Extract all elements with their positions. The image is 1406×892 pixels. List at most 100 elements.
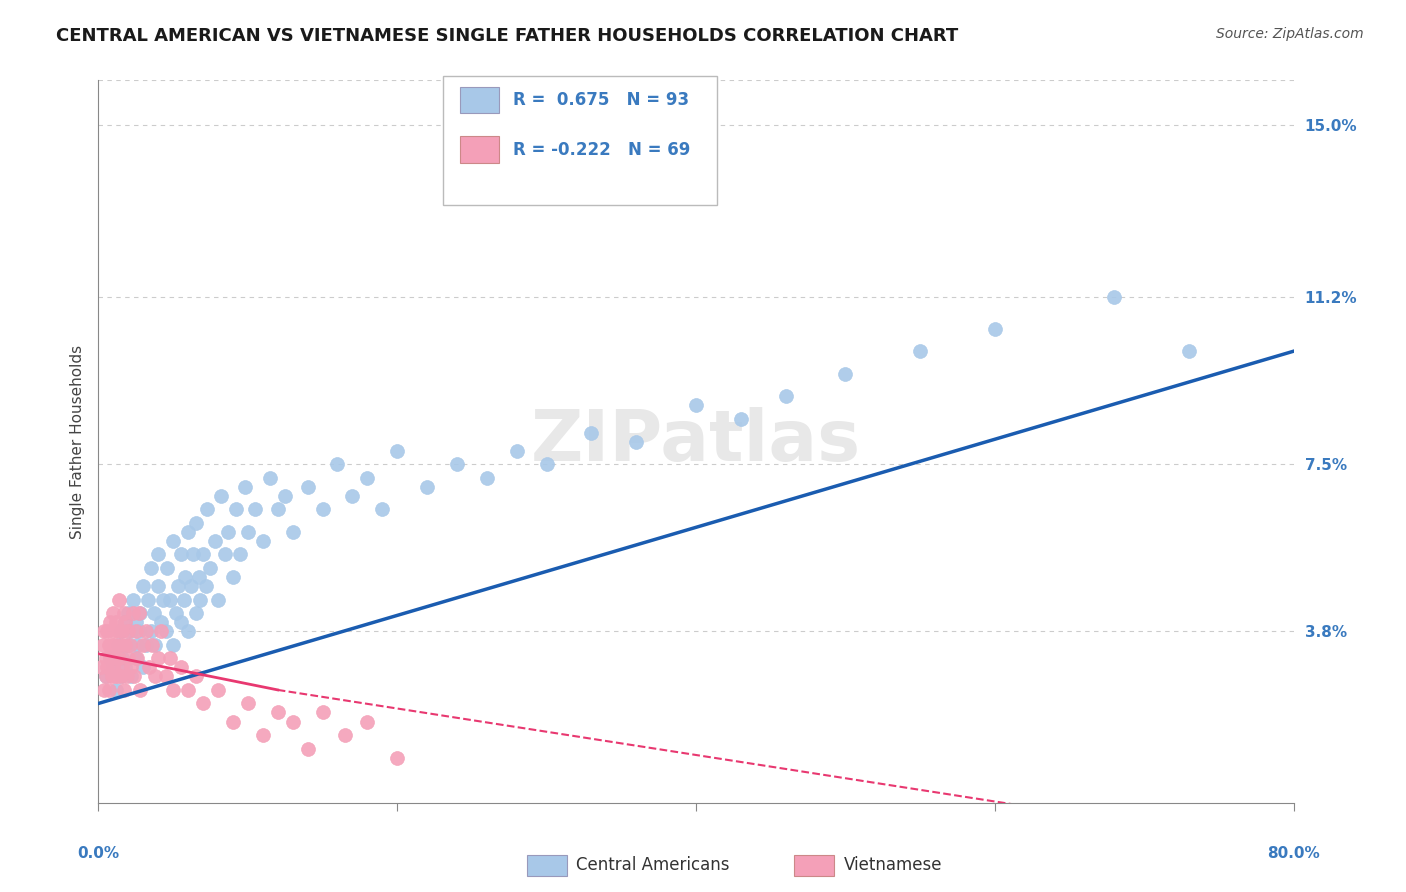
Point — [207, 682, 229, 697]
Point — [173, 592, 195, 607]
Point — [111, 660, 134, 674]
Point — [94, 669, 117, 683]
Point — [169, 548, 191, 562]
Point — [103, 660, 125, 674]
Point — [834, 367, 856, 381]
Point — [115, 669, 138, 683]
Point — [94, 669, 117, 683]
Point — [169, 615, 191, 630]
Point — [101, 638, 124, 652]
Text: Central Americans: Central Americans — [576, 856, 730, 874]
Point — [162, 682, 184, 697]
Point — [730, 412, 752, 426]
Text: 0.0%: 0.0% — [77, 847, 120, 861]
Point — [98, 615, 122, 630]
Point — [446, 457, 468, 471]
Point — [93, 682, 115, 697]
Point — [333, 728, 356, 742]
Point — [252, 728, 274, 742]
Point — [107, 624, 129, 639]
Point — [233, 480, 256, 494]
Point — [120, 660, 142, 674]
Point — [104, 669, 127, 683]
Point — [114, 615, 136, 630]
Point — [121, 592, 143, 607]
Point — [117, 638, 139, 652]
Text: ZIPatlas: ZIPatlas — [531, 407, 860, 476]
Point — [159, 651, 181, 665]
Point — [139, 561, 162, 575]
Point — [155, 624, 177, 639]
Point — [177, 624, 200, 639]
Point — [98, 651, 122, 665]
Point — [371, 502, 394, 516]
Point — [984, 321, 1007, 335]
Text: R =  0.675   N = 93: R = 0.675 N = 93 — [513, 91, 689, 109]
Point — [1104, 290, 1126, 304]
Point — [114, 660, 136, 674]
Point — [108, 651, 131, 665]
Point — [121, 606, 143, 620]
Point — [184, 516, 207, 530]
Point — [124, 669, 146, 683]
Point — [125, 624, 148, 639]
Point — [110, 669, 132, 683]
Point — [187, 570, 209, 584]
Point — [105, 615, 128, 630]
Point — [184, 606, 207, 620]
Point — [259, 471, 281, 485]
Point — [142, 606, 165, 620]
Point — [91, 638, 114, 652]
Point — [229, 548, 252, 562]
Point — [110, 669, 132, 683]
Point — [112, 606, 135, 620]
Point — [148, 579, 170, 593]
Point — [166, 579, 188, 593]
Text: Source: ZipAtlas.com: Source: ZipAtlas.com — [1216, 27, 1364, 41]
Point — [180, 579, 202, 593]
Point — [200, 561, 222, 575]
Point — [209, 489, 232, 503]
Point — [217, 524, 239, 539]
Y-axis label: Single Father Households: Single Father Households — [69, 344, 84, 539]
Point — [311, 706, 333, 720]
Text: 80.0%: 80.0% — [1267, 847, 1320, 861]
Point — [101, 669, 124, 683]
Point — [135, 638, 157, 652]
Point — [117, 651, 139, 665]
Point — [97, 638, 120, 652]
Point — [138, 660, 160, 674]
Point — [191, 697, 214, 711]
Point — [191, 548, 214, 562]
Point — [107, 638, 129, 652]
Point — [297, 480, 319, 494]
Point — [207, 592, 229, 607]
Point — [96, 624, 118, 639]
Point — [311, 502, 333, 516]
Point — [129, 682, 152, 697]
Point — [236, 524, 259, 539]
Point — [174, 570, 197, 584]
Point — [132, 660, 155, 674]
Point — [90, 660, 112, 674]
Point — [150, 624, 173, 639]
Point — [506, 443, 529, 458]
Point — [274, 489, 297, 503]
Point — [117, 606, 139, 620]
Point — [162, 638, 184, 652]
Point — [204, 533, 226, 548]
Point — [281, 524, 304, 539]
Point — [195, 579, 218, 593]
Point — [245, 502, 267, 516]
Point — [536, 457, 558, 471]
Point — [581, 425, 603, 440]
Point — [127, 651, 149, 665]
Point — [169, 660, 191, 674]
Point — [252, 533, 274, 548]
Point — [108, 592, 131, 607]
Point — [1178, 344, 1201, 359]
Point — [225, 502, 247, 516]
Point — [141, 638, 163, 652]
Point — [96, 660, 118, 674]
Point — [236, 697, 259, 711]
